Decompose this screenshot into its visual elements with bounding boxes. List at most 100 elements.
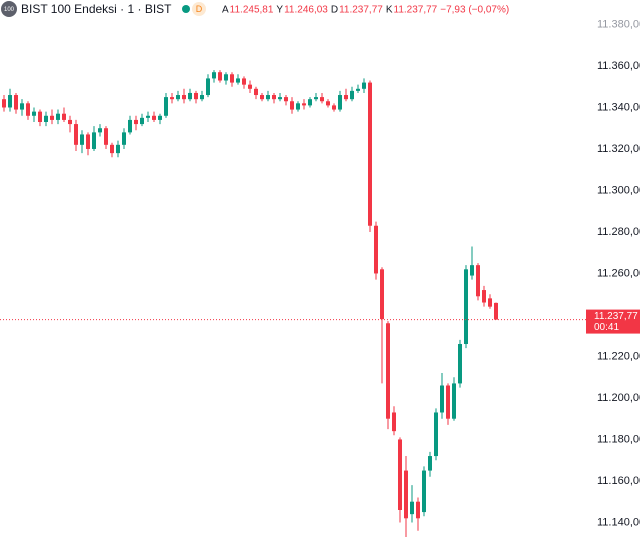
- candle-body: [200, 95, 204, 100]
- candle-body: [374, 225, 378, 274]
- candle-body: [494, 302, 498, 320]
- candle-body: [194, 92, 198, 100]
- flag: D: [196, 4, 203, 14]
- ohlc-value: 11.237,77: [339, 5, 383, 16]
- candle-body: [416, 501, 420, 519]
- candle-body: [332, 105, 336, 110]
- y-tick-label: 11.220,00: [597, 350, 640, 362]
- candle-body: [26, 103, 30, 116]
- candle-body: [206, 78, 210, 96]
- candle-body: [92, 132, 96, 149]
- candle-body: [74, 124, 78, 145]
- y-tick-label: 11.160,00: [597, 475, 640, 487]
- candle-body: [62, 113, 66, 120]
- candle-body: [140, 117, 144, 125]
- candle-body: [50, 115, 54, 120]
- candle-body: [44, 115, 48, 122]
- price-label: 11.237,77: [594, 311, 638, 322]
- candle-body: [32, 111, 36, 116]
- candle-body: [470, 265, 474, 276]
- candle-body: [320, 97, 324, 102]
- ohlc-label: Y: [276, 5, 283, 16]
- candle-body: [152, 115, 156, 120]
- candle-body: [248, 84, 252, 89]
- candle-body: [482, 290, 486, 303]
- badge-icon: [1, 1, 17, 17]
- candle-body: [236, 78, 240, 83]
- price-label-box: [586, 309, 640, 334]
- candle-body: [368, 82, 372, 226]
- candle-body: [164, 97, 168, 116]
- candle-body: [476, 265, 480, 297]
- candle-body: [422, 470, 426, 513]
- candle-body: [98, 128, 102, 133]
- candle-body: [14, 95, 18, 110]
- candle-body: [428, 456, 432, 471]
- candle-body: [386, 323, 390, 419]
- candle-body: [56, 113, 60, 120]
- candle-body: [434, 412, 438, 457]
- change: −7,93 (−0,07%): [440, 5, 509, 16]
- status-dot: [182, 5, 190, 13]
- y-tick-label: 11.180,00: [597, 433, 640, 445]
- candle-body: [272, 95, 276, 100]
- candle-body: [464, 269, 468, 345]
- ohlc-value: 11.237,77: [394, 5, 438, 16]
- ohlc-value: 11.246,03: [284, 5, 328, 16]
- ohlc-label: D: [331, 5, 338, 16]
- candle-body: [278, 97, 282, 100]
- candle-body: [158, 115, 162, 120]
- candle-body: [116, 144, 120, 154]
- candle-body: [122, 132, 126, 145]
- y-tick-label: 11.200,00: [597, 392, 640, 404]
- candle-body: [8, 95, 12, 108]
- candle-body: [458, 344, 462, 384]
- candle-body: [170, 97, 174, 100]
- candle-body: [290, 101, 294, 110]
- candle-body: [326, 101, 330, 106]
- y-tick-label: 11.320,00: [597, 143, 640, 155]
- candle-body: [134, 119, 138, 125]
- candle-body: [260, 95, 264, 100]
- y-tick-label: 11.340,00: [597, 101, 640, 113]
- flag-icon: [192, 2, 206, 16]
- candle-body: [452, 383, 456, 419]
- candle-body: [488, 298, 492, 307]
- candle-body: [302, 103, 306, 106]
- candle-body: [284, 97, 288, 102]
- candle-body: [68, 119, 72, 125]
- candle-body: [212, 72, 216, 79]
- candle-body: [146, 115, 150, 118]
- symbol[interactable]: BIST 100 Endeksi · 1 · BIST: [21, 2, 172, 16]
- candle-body: [38, 111, 42, 122]
- candle-body: [110, 144, 114, 154]
- candle-body: [2, 99, 6, 108]
- candle-body: [86, 134, 90, 149]
- candle-body: [410, 501, 414, 515]
- candle-body: [446, 385, 450, 419]
- candle-body: [314, 97, 318, 100]
- candle-body: [296, 103, 300, 110]
- candle-body: [350, 90, 354, 100]
- candle-body: [392, 412, 396, 432]
- candle-body: [266, 95, 270, 100]
- ohlc-value: 11.245,81: [230, 5, 274, 16]
- candle-body: [356, 88, 360, 91]
- badge: 100: [4, 7, 15, 13]
- candle-body: [20, 103, 24, 110]
- candle-body: [440, 385, 444, 413]
- y-tick-label: 11.300,00: [597, 184, 640, 196]
- candle-body: [128, 119, 132, 133]
- y-tick-label: 11.140,00: [597, 516, 640, 528]
- ohlc-label: K: [386, 5, 393, 16]
- candle-body: [380, 269, 384, 320]
- candle-body: [230, 74, 234, 83]
- candle-body: [344, 95, 348, 100]
- candle-body: [224, 74, 228, 81]
- candle-body: [218, 72, 222, 81]
- candle-body: [254, 88, 258, 96]
- candle-body: [80, 134, 84, 145]
- candle-body: [242, 78, 246, 85]
- candle-body: [362, 82, 366, 89]
